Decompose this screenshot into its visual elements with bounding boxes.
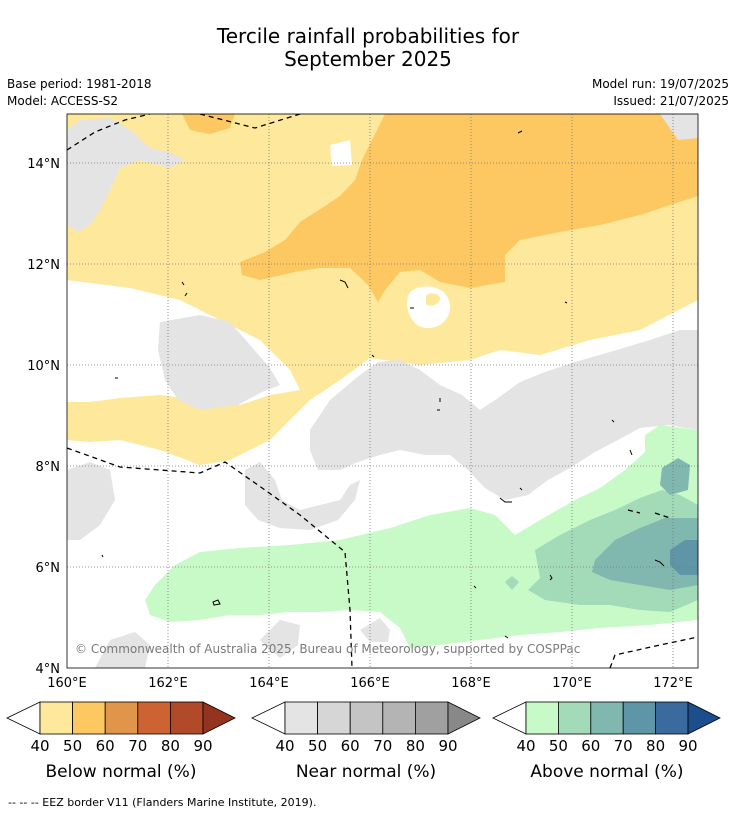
- colorbar-tick-label: 60: [581, 737, 600, 755]
- colorbar-label-above: Above normal (%): [530, 762, 684, 782]
- lat-labels: 14°N 12°N 10°N 8°N 6°N 4°N: [27, 157, 60, 677]
- colorbar-segment: [137, 701, 171, 735]
- map-title-line1: Tercile rainfall probabilities for: [216, 24, 520, 48]
- copyright-text: © Commonwealth of Australia 2025, Bureau…: [75, 642, 580, 656]
- colorbar-tick-label: 80: [161, 737, 180, 755]
- colorbar-tick-label: 60: [96, 737, 115, 755]
- colorbar-tick-label: 40: [30, 737, 49, 755]
- colorbar-segment: [414, 701, 449, 735]
- colorbar-tick-label: 50: [549, 737, 568, 755]
- colorbar-tick-label: 90: [678, 737, 697, 755]
- base-period: Base period: 1981-2018: [7, 77, 152, 91]
- lon-labels: 160°E 162°E 164°E 166°E 168°E 170°E 172°…: [47, 676, 693, 691]
- colorbar-tick-label: 70: [373, 737, 392, 755]
- eez-border: [67, 114, 698, 668]
- lat-label: 14°N: [27, 157, 60, 172]
- map-area: [67, 114, 698, 668]
- colorbar-segment: [349, 701, 384, 735]
- colorbar-segment: [558, 701, 592, 735]
- lat-label: 12°N: [27, 258, 60, 273]
- eez-footnote: -- -- -- EEZ border V11 (Flanders Marine…: [8, 796, 317, 809]
- colorbar-segment: [39, 701, 73, 735]
- colorbar-tick-label: 40: [516, 737, 535, 755]
- colorbar-tick-label: 70: [614, 737, 633, 755]
- issued-date: Issued: 21/07/2025: [613, 94, 729, 108]
- lon-label: 162°E: [148, 676, 188, 691]
- colorbars: 40 50 60 70 80 90 40 50 60 70 80 90 40 50 60 70 80 90: [6, 701, 721, 755]
- colorbar-segment: [284, 701, 318, 735]
- colorbar-segment: [104, 701, 139, 735]
- colorbar-segment: [72, 701, 106, 735]
- lon-label: 164°E: [249, 676, 289, 691]
- lon-label: 172°E: [653, 676, 693, 691]
- colorbar-tick-label: 90: [193, 737, 212, 755]
- lon-label: 168°E: [451, 676, 491, 691]
- colorbar-tick-label: 40: [275, 737, 294, 755]
- colorbar-segment: [169, 701, 204, 735]
- lat-label: 10°N: [27, 359, 60, 374]
- colorbar-tick-label: 90: [438, 737, 457, 755]
- colorbar-tick-label: 50: [308, 737, 327, 755]
- colorbar-near: 40 50 60 70 80 90: [251, 701, 481, 755]
- colorbar-segment: [317, 701, 351, 735]
- lat-label: 8°N: [36, 460, 61, 475]
- colorbar-below: 40 50 60 70 80 90: [6, 701, 236, 755]
- gridlines: [67, 114, 698, 668]
- map-title-line2: September 2025: [284, 47, 452, 71]
- lat-label: 4°N: [36, 662, 61, 677]
- colorbar-min-triangle: [492, 701, 527, 735]
- lon-label: 160°E: [47, 676, 87, 691]
- lat-label: 6°N: [36, 561, 61, 576]
- colorbar-segment: [655, 701, 689, 735]
- colorbar-min-triangle: [251, 701, 286, 735]
- colorbar-label-near: Near normal (%): [295, 762, 437, 782]
- model-name: Model: ACCESS-S2: [7, 94, 119, 108]
- model-run: Model run: 19/07/2025: [591, 77, 729, 91]
- colorbar-max-triangle: [687, 701, 721, 735]
- colorbar-above: 40 50 60 70 80 90: [492, 701, 721, 755]
- colorbar-tick-label: 50: [63, 737, 82, 755]
- lon-label: 166°E: [350, 676, 390, 691]
- colorbar-tick-label: 80: [406, 737, 425, 755]
- colorbar-segment: [590, 701, 624, 735]
- colorbar-segment: [382, 701, 416, 735]
- islands: [101, 130, 665, 639]
- colorbar-max-triangle: [447, 701, 481, 735]
- colorbar-min-triangle: [6, 701, 41, 735]
- colorbar-segment: [622, 701, 657, 735]
- colorbar-label-below: Below normal (%): [45, 762, 197, 782]
- colorbar-segment: [525, 701, 559, 735]
- colorbar-tick-label: 80: [646, 737, 665, 755]
- above-normal-70-region: [670, 540, 698, 575]
- map-frame: [66, 113, 699, 669]
- lon-label: 170°E: [552, 676, 592, 691]
- colorbar-tick-label: 70: [128, 737, 147, 755]
- near-normal-region: [67, 118, 185, 232]
- above-normal-60-region: [592, 518, 698, 590]
- below-normal-50-region: [240, 114, 698, 302]
- colorbar-tick-label: 60: [341, 737, 360, 755]
- colorbar-max-triangle: [202, 701, 236, 735]
